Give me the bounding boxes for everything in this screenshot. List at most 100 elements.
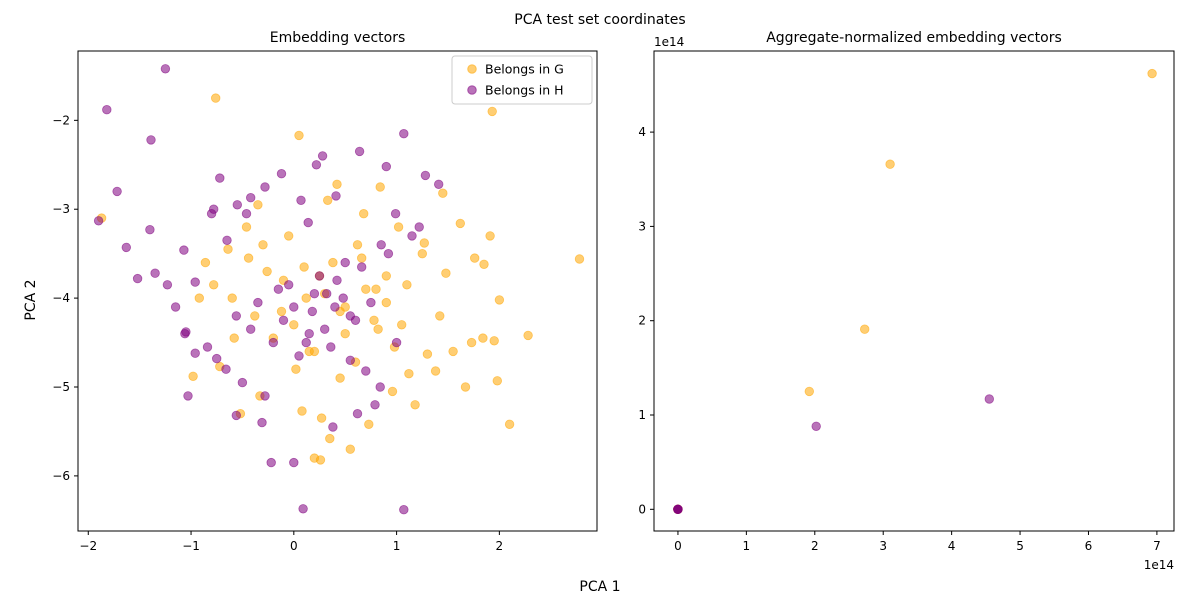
point-g xyxy=(208,280,219,290)
figure-suptitle: PCA test set coordinates xyxy=(514,12,685,28)
point-h xyxy=(253,297,263,308)
point-g xyxy=(885,159,895,169)
point-h xyxy=(390,208,401,219)
point-g xyxy=(393,222,404,232)
point-g xyxy=(229,333,239,343)
point-h xyxy=(354,146,365,157)
point-h xyxy=(237,377,248,388)
point-h xyxy=(314,271,325,281)
right-panel-aggregate-normalized: Aggregate-normalized embedding vectors 0 1… xyxy=(638,30,1175,572)
point-h xyxy=(260,391,270,401)
point-g xyxy=(227,293,237,303)
point-h xyxy=(420,170,431,181)
x-tick-label: 1 xyxy=(393,539,401,553)
point-h xyxy=(146,135,156,145)
figure-xlabel: PCA 1 xyxy=(579,579,620,595)
point-h xyxy=(366,297,376,308)
point-h xyxy=(370,400,380,410)
point-g xyxy=(345,444,356,454)
point-g xyxy=(340,329,350,339)
x-tick-label: −1 xyxy=(182,539,200,553)
point-g xyxy=(387,386,398,397)
point-g xyxy=(328,257,338,268)
point-h xyxy=(170,302,181,312)
point-h xyxy=(296,195,306,206)
point-h xyxy=(361,366,371,376)
point-h xyxy=(208,204,219,214)
point-h xyxy=(266,457,276,468)
point-h xyxy=(307,306,318,317)
point-g xyxy=(243,253,254,263)
point-g xyxy=(487,106,497,117)
point-h xyxy=(284,280,294,290)
x-tick-label: 4 xyxy=(948,539,956,553)
point-g xyxy=(485,231,495,241)
panel-title: Embedding vectors xyxy=(270,30,406,46)
point-g xyxy=(381,271,392,281)
point-g xyxy=(291,364,301,374)
x-scale-note: 1e14 xyxy=(1144,558,1174,572)
x-tick-label: 0 xyxy=(674,539,682,553)
point-g xyxy=(860,324,870,334)
point-g xyxy=(523,330,533,341)
point-g xyxy=(479,259,489,270)
point-h xyxy=(268,337,279,348)
point-g xyxy=(253,200,263,210)
x-tick-label: 0 xyxy=(290,539,298,553)
point-g xyxy=(301,293,311,303)
point-h xyxy=(332,275,342,286)
point-g xyxy=(361,284,371,294)
point-h xyxy=(276,168,287,179)
point-g xyxy=(574,254,585,264)
point-h xyxy=(183,391,193,401)
point-g xyxy=(419,238,430,248)
point-h xyxy=(407,231,417,241)
point-h xyxy=(330,302,340,312)
point-g xyxy=(294,130,304,141)
data-points xyxy=(93,64,585,515)
point-g xyxy=(492,376,503,386)
point-g xyxy=(435,311,445,321)
point-g xyxy=(241,222,252,232)
point-g xyxy=(250,311,260,321)
point-h xyxy=(257,417,267,428)
point-g xyxy=(299,262,309,272)
point-h xyxy=(260,182,270,192)
x-tick-label: 2 xyxy=(811,539,819,553)
x-tick-label: 7 xyxy=(1153,539,1161,553)
y-tick-label: −5 xyxy=(52,380,70,394)
point-h xyxy=(190,348,200,358)
point-h xyxy=(273,284,284,294)
point-h xyxy=(352,409,363,419)
point-h xyxy=(289,457,299,468)
point-g xyxy=(200,257,211,268)
point-g xyxy=(402,280,412,290)
data-points xyxy=(673,68,1157,515)
point-g xyxy=(364,419,374,430)
point-g xyxy=(478,333,488,343)
point-h xyxy=(222,235,232,246)
x-tick-label: 1 xyxy=(743,539,751,553)
point-h xyxy=(231,410,242,421)
point-h xyxy=(391,337,402,348)
x-tick-label: 6 xyxy=(1085,539,1093,553)
point-g xyxy=(470,253,480,263)
point-h xyxy=(309,289,320,299)
x-tick-label: 3 xyxy=(879,539,887,553)
point-g xyxy=(352,240,363,250)
point-h xyxy=(190,277,200,287)
point-h xyxy=(320,324,330,334)
point-h xyxy=(289,302,299,312)
point-h xyxy=(211,353,222,364)
point-g xyxy=(357,253,367,263)
point-g xyxy=(316,413,327,423)
y-tick-label: −3 xyxy=(52,202,70,216)
point-h xyxy=(984,394,995,404)
point-h xyxy=(322,289,332,299)
point-h xyxy=(317,151,328,161)
point-h xyxy=(112,186,122,197)
figure-ylabel: PCA 2 xyxy=(23,279,39,320)
point-g xyxy=(417,248,428,259)
point-g xyxy=(441,268,451,278)
point-h xyxy=(245,324,256,334)
